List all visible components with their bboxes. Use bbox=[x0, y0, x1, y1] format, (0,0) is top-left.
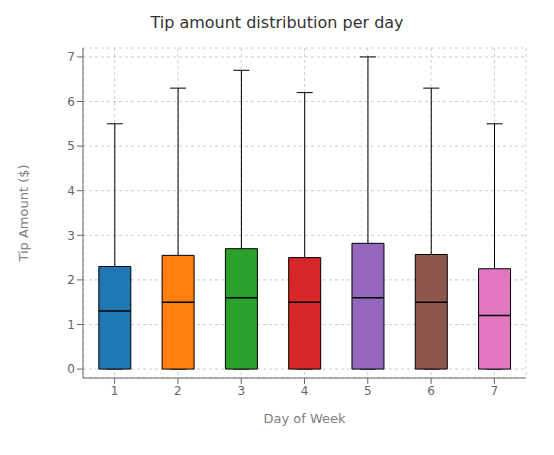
svg-text:2: 2 bbox=[67, 273, 75, 287]
svg-text:0: 0 bbox=[67, 362, 75, 376]
svg-text:2: 2 bbox=[174, 384, 182, 398]
svg-text:Day of Week: Day of Week bbox=[263, 411, 346, 426]
svg-text:1: 1 bbox=[111, 384, 119, 398]
svg-text:1: 1 bbox=[67, 318, 75, 332]
svg-text:6: 6 bbox=[427, 384, 435, 398]
svg-text:6: 6 bbox=[67, 95, 75, 109]
svg-text:5: 5 bbox=[67, 139, 75, 153]
svg-text:7: 7 bbox=[67, 50, 75, 64]
svg-text:5: 5 bbox=[364, 384, 372, 398]
html-text:Tip amount distribution per da: Tip amount distribution per day bbox=[150, 13, 404, 32]
svg-text:4: 4 bbox=[67, 184, 75, 198]
svg-text:7: 7 bbox=[491, 384, 499, 398]
svg-text:4: 4 bbox=[301, 384, 309, 398]
svg-text:3: 3 bbox=[237, 384, 245, 398]
svg-text:3: 3 bbox=[67, 229, 75, 243]
svg-text:Tip Amount ($): Tip Amount ($) bbox=[16, 164, 31, 262]
